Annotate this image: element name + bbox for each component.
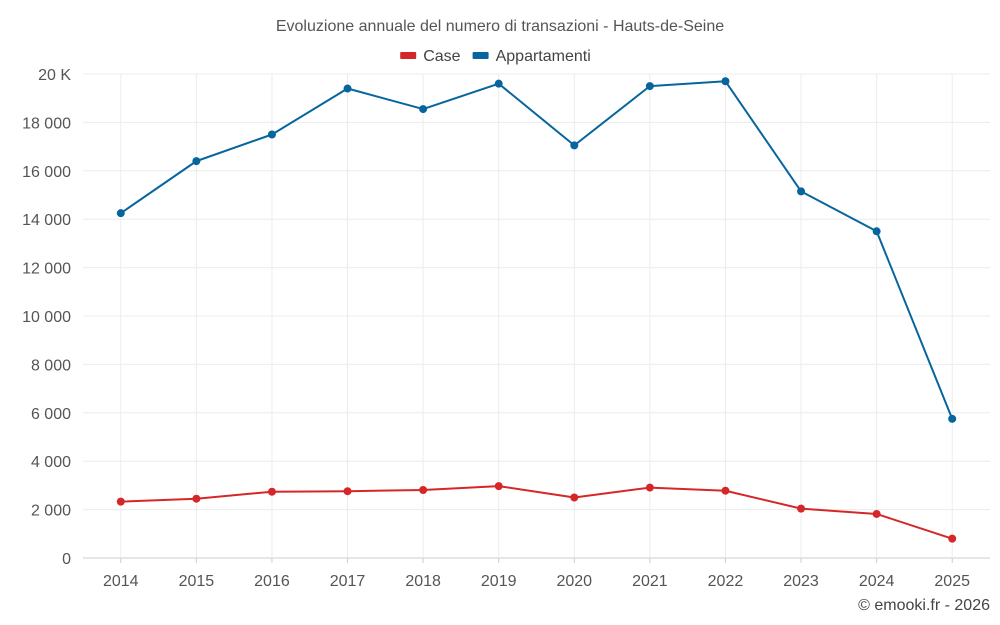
y-tick-label: 14 000 xyxy=(22,212,71,229)
data-point-case[interactable] xyxy=(645,483,654,492)
series-line-appartamenti xyxy=(120,80,954,420)
legend-label-case[interactable]: Case xyxy=(423,48,460,65)
x-tick-label: 2022 xyxy=(708,573,744,590)
y-tick-label: 6 000 xyxy=(31,406,71,423)
y-axis: 0 2 000 4 000 6 000 8 000 10 000 12 000 14 000 1… xyxy=(22,67,71,568)
y-tick-label: 20 K xyxy=(38,67,71,84)
series-line-case xyxy=(120,485,953,540)
data-point-case[interactable] xyxy=(343,487,352,496)
y-tick-label: 8 000 xyxy=(31,357,71,374)
data-point-appartamenti[interactable] xyxy=(116,209,125,218)
x-tick-label: 2014 xyxy=(103,573,139,590)
y-tick-label: 18 000 xyxy=(22,115,71,132)
y-tick-label: 10 000 xyxy=(22,309,71,326)
data-point-appartamenti[interactable] xyxy=(267,130,276,139)
data-point-case[interactable] xyxy=(570,493,579,502)
x-tick-label: 2024 xyxy=(859,573,895,590)
x-tick-label: 2020 xyxy=(556,573,592,590)
x-axis: 2014 2015 2016 2017 2018 2019 2020 2021 2022 2023… xyxy=(103,558,970,590)
series xyxy=(116,77,957,543)
legend: Case Appartamenti xyxy=(400,48,591,65)
data-point-case[interactable] xyxy=(872,509,881,518)
data-point-case[interactable] xyxy=(797,504,806,513)
x-tick-label: 2015 xyxy=(179,573,215,590)
chart-title: Evoluzione annuale del numero di transaz… xyxy=(276,18,724,35)
data-point-appartamenti[interactable] xyxy=(570,141,579,150)
x-tick-label: 2016 xyxy=(254,573,290,590)
y-tick-label: 4 000 xyxy=(31,454,71,471)
legend-label-appartamenti[interactable]: Appartamenti xyxy=(496,48,591,65)
data-point-case[interactable] xyxy=(494,482,503,491)
credit-text: © emooki.fr - 2026 xyxy=(858,597,990,614)
data-point-appartamenti[interactable] xyxy=(872,227,881,236)
data-point-appartamenti[interactable] xyxy=(645,82,654,91)
data-point-appartamenti[interactable] xyxy=(343,84,352,93)
x-tick-label: 2017 xyxy=(330,573,366,590)
x-tick-label: 2018 xyxy=(405,573,441,590)
data-point-case[interactable] xyxy=(419,485,428,494)
x-tick-label: 2021 xyxy=(632,573,668,590)
y-tick-label: 12 000 xyxy=(22,261,71,278)
x-tick-label: 2019 xyxy=(481,573,517,590)
data-point-appartamenti[interactable] xyxy=(797,187,806,196)
data-point-case[interactable] xyxy=(116,497,125,506)
grid xyxy=(83,73,990,559)
data-point-appartamenti[interactable] xyxy=(192,157,201,166)
data-point-case[interactable] xyxy=(721,486,730,495)
legend-swatch-case[interactable] xyxy=(400,52,417,59)
y-tick-label: 0 xyxy=(62,551,71,568)
data-point-case[interactable] xyxy=(192,494,201,503)
data-point-appartamenti[interactable] xyxy=(494,79,503,88)
y-tick-label: 16 000 xyxy=(22,164,71,181)
data-point-case[interactable] xyxy=(948,534,957,543)
x-tick-label: 2023 xyxy=(783,573,819,590)
data-point-appartamenti[interactable] xyxy=(419,105,428,114)
data-point-appartamenti[interactable] xyxy=(948,414,957,423)
legend-swatch-appartamenti[interactable] xyxy=(472,52,489,59)
data-point-case[interactable] xyxy=(267,487,276,496)
data-point-appartamenti[interactable] xyxy=(721,77,730,86)
y-tick-label: 2 000 xyxy=(31,503,71,520)
x-tick-label: 2025 xyxy=(934,573,970,590)
